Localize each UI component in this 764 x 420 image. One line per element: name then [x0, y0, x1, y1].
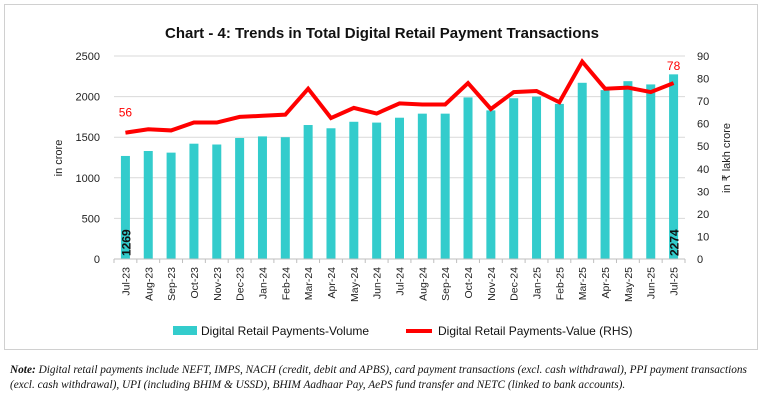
y-left-tick-label: 2000	[76, 92, 100, 104]
bar-volume-Aug-23	[143, 151, 153, 259]
bar-volume-Mar-24	[303, 125, 313, 260]
bar-volume-Oct-24	[463, 97, 473, 259]
bar-volume-Oct-23	[189, 143, 199, 259]
value-label-first: 56	[119, 106, 133, 120]
bar-volume-Sep-24	[440, 113, 450, 259]
x-tick-label: Feb-24	[280, 267, 292, 300]
bar-volume-May-24	[349, 121, 359, 259]
x-tick-label: Feb-25	[554, 267, 566, 300]
bar-volume-Jun-24	[372, 122, 382, 259]
x-tick-label: Aug-23	[143, 267, 155, 301]
bar-volume-Dec-23	[235, 138, 245, 259]
x-tick-label: Mar-25	[577, 267, 589, 300]
x-tick-label: Oct-24	[463, 267, 475, 299]
x-tick-label: Jul-25	[669, 267, 681, 296]
x-tick-label: Apr-25	[600, 267, 612, 299]
bar-volume-Feb-24	[280, 137, 290, 259]
chart-note: Note: Digital retail payments include NE…	[10, 363, 750, 392]
x-tick-label: Jun-24	[372, 267, 384, 299]
y-axis-right-label: in ₹ lakh crore	[721, 123, 733, 193]
y-left-tick-label: 2500	[76, 51, 100, 63]
x-tick-label: Jul-23	[120, 267, 132, 296]
bar-volume-Jul-25	[669, 74, 679, 259]
chart-svg: Chart - 4: Trends in Total Digital Retai…	[53, 25, 733, 338]
y-right-tick-label: 50	[697, 141, 709, 153]
y-right-tick-label: 20	[697, 209, 709, 221]
legend-value-label: Digital Retail Payments-Value (RHS)	[438, 324, 633, 338]
bar-volume-May-25	[623, 81, 633, 259]
x-tick-label: Sep-23	[166, 267, 178, 301]
y-left-tick-label: 500	[82, 213, 100, 225]
x-tick-label: Apr-24	[326, 267, 338, 299]
bar-volume-Dec-24	[509, 98, 519, 259]
x-tick-label: Oct-23	[189, 267, 201, 299]
x-tick-label: Nov-23	[212, 267, 224, 301]
bar-volume-Sep-23	[166, 152, 176, 259]
bar-volume-Mar-25	[577, 82, 587, 260]
note-text: Digital retail payments include NEFT, IM…	[10, 364, 747, 391]
bar-volume-Feb-25	[554, 103, 564, 260]
x-tick-label: May-25	[623, 267, 635, 302]
x-tick-label: Jan-24	[257, 267, 269, 299]
y-left-tick-label: 1000	[76, 173, 100, 185]
x-tick-label: Dec-24	[509, 267, 521, 301]
bar-volume-Jul-24	[395, 117, 404, 259]
x-tick-label: Nov-24	[486, 267, 498, 301]
x-tick-label: May-24	[349, 267, 361, 302]
y-right-tick-label: 70	[697, 96, 709, 108]
bar-volume-Aug-24	[417, 113, 427, 259]
y-left-tick-label: 1500	[76, 132, 100, 144]
bar-volume-Apr-25	[600, 90, 610, 259]
bar-volume-Jun-25	[646, 84, 656, 259]
bar-volume-Jan-24	[257, 136, 267, 259]
y-left-tick-label: 0	[94, 254, 100, 266]
y-right-tick-label: 10	[697, 231, 709, 243]
x-tick-label: Sep-24	[440, 267, 452, 301]
y-right-tick-label: 90	[697, 51, 709, 63]
legend-volume-swatch	[173, 326, 197, 335]
y-axis-left-label: in crore	[53, 140, 65, 177]
volume-label-last: 2274	[668, 229, 682, 256]
x-tick-label: Jun-25	[646, 267, 658, 299]
chart-title: Chart - 4: Trends in Total Digital Retai…	[165, 25, 599, 42]
y-right-tick-label: 0	[697, 254, 703, 266]
x-tick-label: Jul-24	[395, 267, 407, 296]
x-tick-label: Mar-24	[303, 267, 315, 300]
y-right-tick-label: 40	[697, 164, 709, 176]
y-right-tick-label: 80	[697, 74, 709, 86]
value-label-last: 78	[667, 59, 681, 73]
x-tick-label: Jan-25	[532, 267, 544, 299]
bar-volume-Nov-23	[212, 144, 222, 259]
y-right-tick-label: 60	[697, 119, 709, 131]
volume-label-first: 1269	[119, 229, 133, 256]
chart-frame	[4, 4, 758, 350]
bar-volume-Nov-24	[486, 110, 496, 260]
legend-volume-label: Digital Retail Payments-Volume	[201, 324, 369, 338]
note-label: Note:	[10, 364, 36, 376]
bar-volume-Jul-23	[120, 155, 130, 259]
x-tick-label: Aug-24	[417, 267, 429, 301]
y-right-tick-label: 30	[697, 186, 709, 198]
x-tick-label: Dec-23	[235, 267, 247, 301]
bar-volume-Apr-24	[326, 128, 336, 259]
bar-volume-Jan-25	[532, 96, 542, 259]
